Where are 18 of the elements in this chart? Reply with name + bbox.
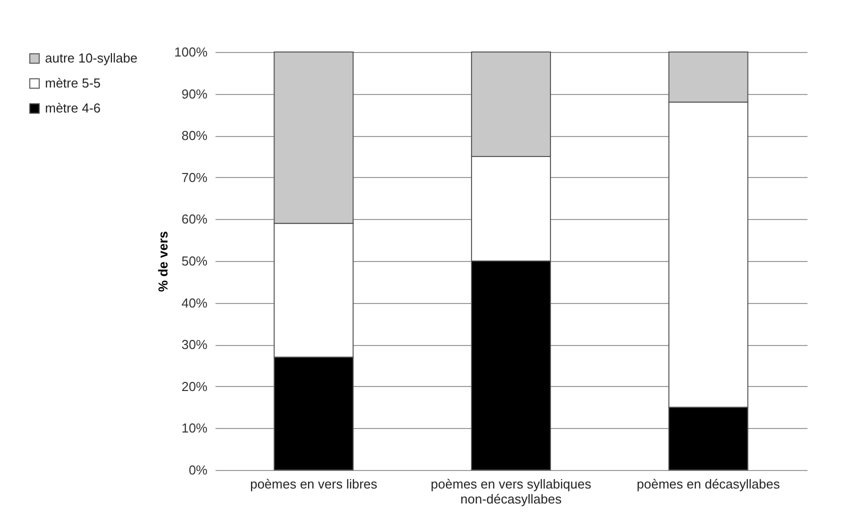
legend-label: mètre 4-6 — [45, 100, 101, 116]
x-tick-label: poèmes en décasyllabes — [636, 476, 780, 492]
y-tick-label: 50% — [181, 254, 208, 268]
legend-label: autre 10-syllabe — [45, 50, 138, 66]
y-tick-label: 20% — [181, 378, 208, 394]
y-tick-label: 80% — [181, 128, 208, 144]
y-tick-label: 70% — [181, 170, 208, 185]
y-tick-label: 60% — [181, 212, 208, 227]
legend-label: mètre 5-5 — [45, 76, 101, 90]
x-tick-label: poèmes en vers syllabiques non-décasyllabes — [430, 476, 592, 506]
y-tick-label: 100% — [174, 44, 208, 60]
y-tick-label: 0% — [188, 462, 208, 478]
y-tick-label: 90% — [181, 86, 208, 102]
y-tick-label: 40% — [181, 295, 208, 310]
y-tick-label: 10% — [181, 420, 208, 436]
x-tick-label: poèmes en vers libres — [250, 476, 378, 492]
y-tick-label: 30% — [181, 337, 208, 352]
y-axis-title: % de vers — [155, 231, 170, 292]
